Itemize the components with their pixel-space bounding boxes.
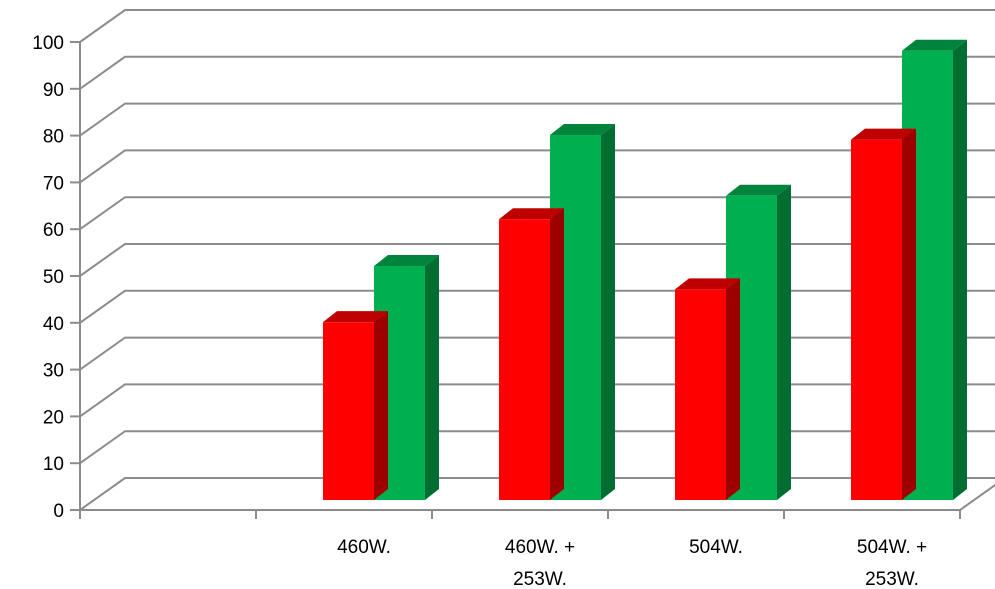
gridline <box>79 55 995 90</box>
y-tick-label: 0 <box>53 501 64 522</box>
gridline <box>79 149 995 184</box>
y-tick-label: 30 <box>43 361 64 382</box>
x-tick-label: 253W. <box>513 569 567 589</box>
x-tick-label: 460W. + <box>505 537 575 558</box>
axes <box>70 41 995 519</box>
bar-top <box>902 39 967 51</box>
bar-side <box>777 184 791 501</box>
bar-top <box>726 184 791 196</box>
bar-side <box>726 278 740 500</box>
bar-side <box>902 128 916 500</box>
gridline <box>79 243 995 277</box>
floor-right-edge <box>959 483 995 511</box>
bar-front <box>323 322 374 500</box>
bar <box>851 128 916 500</box>
y-tick-label: 20 <box>43 407 64 428</box>
gridline <box>79 196 995 231</box>
gridline <box>79 9 995 43</box>
bar-front <box>499 219 550 500</box>
bar-top <box>550 123 615 135</box>
bar-side <box>425 255 439 500</box>
bar-top <box>374 255 439 266</box>
bar-top <box>323 311 388 323</box>
bar-front <box>851 139 902 500</box>
x-tick-labels: 460W. 460W. + 253W. 504W. 504W. + 253W. <box>337 537 927 589</box>
y-tick-label: 60 <box>43 220 64 241</box>
x-tick-label: 504W. + <box>857 537 927 558</box>
x-tick-label: 460W. <box>337 537 391 558</box>
bar-side <box>550 208 564 500</box>
bar-side <box>601 123 615 501</box>
x-tick-label: 504W. <box>689 537 743 558</box>
y-tick-label: 80 <box>43 127 64 148</box>
y-tick-label: 70 <box>43 173 64 194</box>
x-tick-label: 253W. <box>865 569 919 589</box>
bar-top <box>851 128 916 140</box>
bar-side <box>953 39 967 500</box>
bars <box>323 39 967 501</box>
bar-side <box>374 311 388 500</box>
y-tick-label: 90 <box>43 80 64 101</box>
y-tick-label: 100 <box>32 33 64 54</box>
y-tick-label: 50 <box>43 267 64 288</box>
gridlines <box>79 9 995 511</box>
bar-top <box>499 208 564 220</box>
gridline <box>79 102 995 137</box>
y-tick-labels: 0 10 20 30 40 50 60 70 80 90 100 <box>32 33 64 522</box>
bar <box>675 278 740 500</box>
bar-top <box>675 278 740 290</box>
y-tick-label: 10 <box>43 454 64 475</box>
bar <box>499 208 564 500</box>
bar-front <box>675 289 726 500</box>
y-tick-label: 40 <box>43 314 64 335</box>
bar <box>323 311 388 500</box>
